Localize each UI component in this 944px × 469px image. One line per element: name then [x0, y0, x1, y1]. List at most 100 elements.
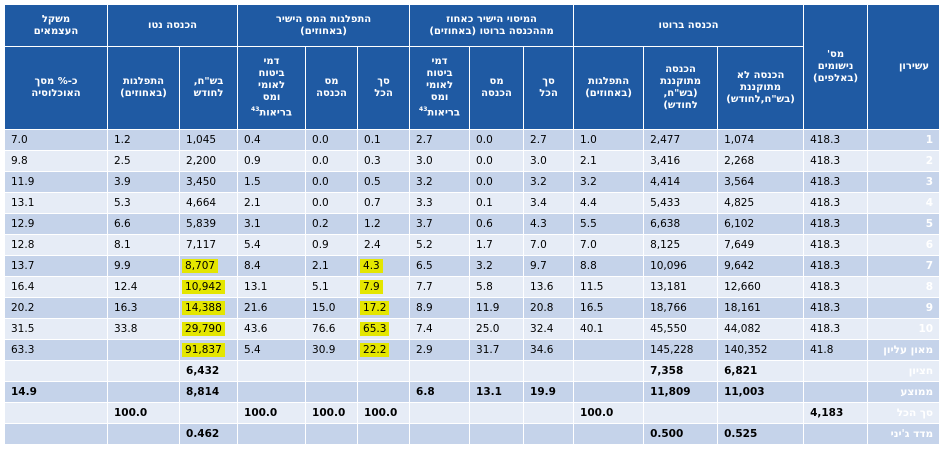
row-label: 10 [867, 318, 941, 340]
cell-d2 [305, 360, 359, 382]
cell-n1: 4,664 [179, 192, 239, 214]
cell-g3: 16.5 [573, 297, 645, 319]
cell-d2: 5.1 [305, 276, 359, 298]
cell-n2: 16.3 [106, 297, 181, 319]
cell-se: 16.4 [4, 276, 108, 298]
cell-g2: 11,809 [643, 381, 719, 403]
footnote-marker: 43 [251, 106, 260, 114]
table-row: סך הכל 4,183 100.0 100.0 100.0 100.0 100.0 [4, 402, 941, 424]
cell-s3: 3.7 [409, 213, 471, 235]
cell-g3: 7.0 [573, 234, 645, 256]
subheader-net-distribution: התפלגות (באחוזים) [106, 46, 181, 130]
cell-n1: 8,814 [179, 381, 239, 403]
subheader-gross-unadjusted: הכנסה לא מתוקננת (בש"ח,לחודש) [717, 46, 805, 130]
cell-d3: 43.6 [237, 318, 307, 340]
cell-d1: 0.3 [357, 150, 411, 172]
cell-n2: 5.3 [106, 192, 181, 214]
row-label: מדד ג'יני [867, 423, 941, 445]
cell-d2: 0.9 [305, 234, 359, 256]
cell-s2: 3.2 [469, 255, 525, 277]
footnote-marker: 43 [419, 106, 428, 114]
cell-g1: 1,074 [717, 129, 805, 151]
cell-d1: 17.2 [357, 297, 411, 319]
cell-g3 [573, 423, 645, 445]
cell-g1: 6,821 [717, 360, 805, 382]
row-label: ממוצע [867, 381, 941, 403]
cell-d2: 0.2 [305, 213, 359, 235]
highlighted-value: 65.3 [360, 322, 390, 336]
cell-d3: 8.4 [237, 255, 307, 277]
cell-se [4, 360, 108, 382]
cell-hh: 418.3 [803, 129, 869, 151]
cell-n2 [106, 339, 181, 361]
cell-se [4, 423, 108, 445]
cell-g3: 8.8 [573, 255, 645, 277]
cell-n2: 3.9 [106, 171, 181, 193]
cell-d2: 0.0 [305, 129, 359, 151]
cell-d3: 5.4 [237, 339, 307, 361]
cell-g2: 2,477 [643, 129, 719, 151]
cell-s2: 0.0 [469, 129, 525, 151]
table-row: 5 418.3 6,102 6,638 5.5 4.3 0.6 3.7 1.2 0.2 3.1 5,8… [4, 213, 941, 235]
table-row: מדד ג'יני 0.525 0.500 0.462 [4, 423, 941, 445]
cell-s3: 2.9 [409, 339, 471, 361]
cell-hh: 41.8 [803, 339, 869, 361]
cell-g2 [643, 402, 719, 424]
cell-n2 [106, 381, 181, 403]
cell-g2: 4,414 [643, 171, 719, 193]
cell-g3: 40.1 [573, 318, 645, 340]
cell-s1: 2.7 [523, 129, 575, 151]
cell-n2 [106, 423, 181, 445]
row-label: 5 [867, 213, 941, 235]
highlighted-value: 22.2 [360, 343, 390, 357]
cell-d2: 0.0 [305, 150, 359, 172]
cell-hh: 418.3 [803, 150, 869, 172]
cell-se: 12.9 [4, 213, 108, 235]
cell-d1: 0.1 [357, 129, 411, 151]
cell-g3: 4.4 [573, 192, 645, 214]
cell-s3: 8.9 [409, 297, 471, 319]
cell-s2: 31.7 [469, 339, 525, 361]
cell-d3: 13.1 [237, 276, 307, 298]
cell-g2: 0.500 [643, 423, 719, 445]
subheader-net-nis: בש"ח, לחודש [179, 46, 239, 130]
cell-se: 31.5 [4, 318, 108, 340]
cell-d1: 7.9 [357, 276, 411, 298]
cell-hh [803, 381, 869, 403]
cell-g2: 10,096 [643, 255, 719, 277]
income-tax-table-container: עשירון מס' נישומים (באלפים) הכנסה ברוטו … [4, 4, 941, 445]
highlighted-value: 8,707 [182, 259, 219, 273]
cell-d2: 2.1 [305, 255, 359, 277]
cell-s2: 11.9 [469, 297, 525, 319]
cell-s3 [409, 402, 471, 424]
table-row: 2 418.3 2,268 3,416 2.1 3.0 0.0 3.0 0.3 0.0 0.9 2,2… [4, 150, 941, 172]
cell-n2: 2.5 [106, 150, 181, 172]
header-households: מס' נישומים (באלפים) [803, 4, 869, 130]
subheader-dist-ni-label: דמי ביטוח לאומי ומס בריאות [258, 56, 292, 119]
cell-g2: 18,766 [643, 297, 719, 319]
subheader-gross-adjusted: הכנסה מתוקננת (בש"ח, לחודש) [643, 46, 719, 130]
header-direct-tax-share: המיסוי הישיר כאחוז מההכנסה ברוטו (באחוזי… [409, 4, 575, 47]
subheader-share-income-tax: מס הכנסה [469, 46, 525, 130]
row-label: 6 [867, 234, 941, 256]
table-row: חציון 6,821 7,358 6,432 [4, 360, 941, 382]
cell-se: 63.3 [4, 339, 108, 361]
cell-d3: 0.9 [237, 150, 307, 172]
cell-n1: 8,707 [179, 255, 239, 277]
cell-g3 [573, 339, 645, 361]
cell-se: 20.2 [4, 297, 108, 319]
cell-d2 [305, 423, 359, 445]
cell-s1: 20.8 [523, 297, 575, 319]
cell-n2 [106, 360, 181, 382]
cell-s1 [523, 423, 575, 445]
cell-hh: 4,183 [803, 402, 869, 424]
cell-s1: 7.0 [523, 234, 575, 256]
cell-g2: 7,358 [643, 360, 719, 382]
cell-s1: 4.3 [523, 213, 575, 235]
cell-s1 [523, 402, 575, 424]
header-decile: עשירון [867, 4, 941, 130]
cell-n2: 9.9 [106, 255, 181, 277]
cell-g3: 1.0 [573, 129, 645, 151]
table-row: 10 418.3 44,082 45,550 40.1 32.4 25.0 7.4 65.3 76… [4, 318, 941, 340]
cell-s3 [409, 423, 471, 445]
